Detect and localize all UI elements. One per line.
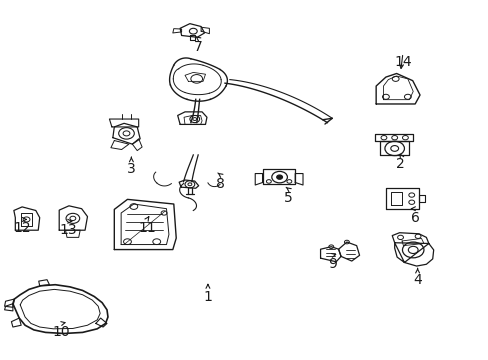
Text: 14: 14	[393, 55, 411, 69]
Text: 2: 2	[395, 157, 404, 171]
Text: 4: 4	[412, 273, 421, 287]
Text: 5: 5	[284, 191, 292, 205]
Text: 9: 9	[327, 257, 336, 271]
Text: 12: 12	[14, 221, 31, 235]
Text: 11: 11	[138, 221, 156, 235]
Text: 1: 1	[203, 289, 212, 303]
Circle shape	[276, 175, 282, 179]
Text: 8: 8	[215, 177, 224, 190]
Text: 10: 10	[53, 325, 70, 339]
Text: 6: 6	[410, 211, 419, 225]
Text: 13: 13	[59, 223, 77, 237]
Text: 3: 3	[127, 162, 136, 176]
Text: 7: 7	[193, 40, 202, 54]
